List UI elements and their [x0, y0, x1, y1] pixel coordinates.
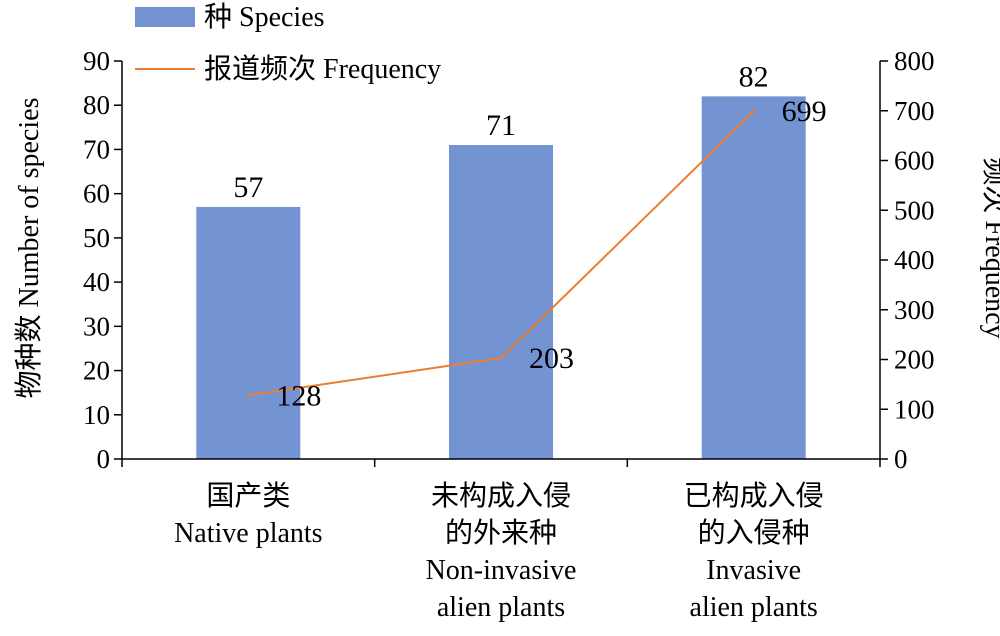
y-right-tick-label: 0: [894, 444, 908, 474]
y-left-tick-label: 10: [83, 400, 110, 430]
y-right-tick-label: 800: [894, 46, 935, 76]
x-tick-label-0: 国产类 Native plants: [174, 480, 323, 549]
bar-data-label-0: 57: [233, 171, 263, 204]
y-right-tick-label: 300: [894, 295, 935, 325]
line-data-label-2: 699: [782, 95, 827, 128]
line-series: [246, 109, 756, 397]
bar-data-label-2: 82: [739, 60, 769, 93]
y-left-tick-label: 60: [83, 179, 110, 209]
y-left-tick-label: 0: [97, 444, 111, 474]
frequency-point-0: [246, 393, 250, 397]
x-tick-label-2: 已构成入侵的入侵种 Invasive alien plants: [684, 480, 824, 623]
y-axis-right-title: 频次 Frequency: [979, 157, 1000, 338]
axes: 0 10 20 30 40 50 60 70 80 90 0 100 200 300 400 500 600 70…: [83, 46, 935, 623]
y-left-tick-label: 20: [83, 356, 110, 386]
x-tick-label-line: Native plants: [174, 518, 323, 549]
y-axis-left-title: 物种数 Number of species: [13, 98, 45, 399]
x-tick-label-line: alien plants: [437, 592, 565, 623]
y-left-tick-label: 30: [83, 311, 110, 341]
frequency-point-1: [499, 356, 503, 360]
data-labels: 57 71 82 128 203 699: [233, 60, 826, 412]
x-tick-label-line: 的入侵种: [698, 517, 810, 549]
x-tick-label-line: 的外来种: [445, 517, 557, 549]
legend-swatch-species: [135, 7, 195, 27]
bar-2: [701, 96, 806, 459]
line-data-label-0: 128: [276, 379, 321, 412]
y-right-tick-label: 600: [894, 146, 935, 176]
x-tick-label-line: alien plants: [690, 592, 818, 623]
y-left-tick-label: 70: [83, 134, 110, 164]
x-tick-label-line: Non-invasive: [426, 555, 577, 586]
x-tick-label-line: Invasive: [706, 555, 801, 586]
bar-data-label-1: 71: [486, 109, 516, 142]
y-right-tick-label: 400: [894, 245, 935, 275]
y-left-tick-label: 50: [83, 223, 110, 253]
x-tick-label-line: 未构成入侵: [431, 480, 571, 512]
y-right-tick-label: 100: [894, 394, 935, 424]
bar-1: [449, 145, 553, 459]
frequency-point-2: [752, 109, 756, 113]
legend-label-species: 种 Species: [204, 1, 325, 33]
y-right-tick-label: 500: [894, 195, 935, 225]
y-left-tick-label: 90: [83, 46, 110, 76]
line-data-label-1: 203: [529, 342, 574, 375]
y-right-tick-label: 700: [894, 96, 935, 126]
bar-0: [196, 206, 301, 459]
y-right-tick-label: 200: [894, 345, 935, 375]
x-tick-label-line: 已构成入侵: [684, 480, 824, 512]
legend-label-frequency: 报道频次 Frequency: [204, 53, 441, 85]
x-tick-label-1: 未构成入侵的外来种 Non-invasive alien plants: [426, 480, 577, 623]
x-tick-label-line: 国产类: [206, 480, 290, 512]
legend: 种 Species 报道频次 Frequency: [135, 1, 441, 85]
y-left-tick-label: 40: [83, 267, 110, 297]
y-left-tick-label: 80: [83, 90, 110, 120]
bar-series: [196, 96, 806, 459]
